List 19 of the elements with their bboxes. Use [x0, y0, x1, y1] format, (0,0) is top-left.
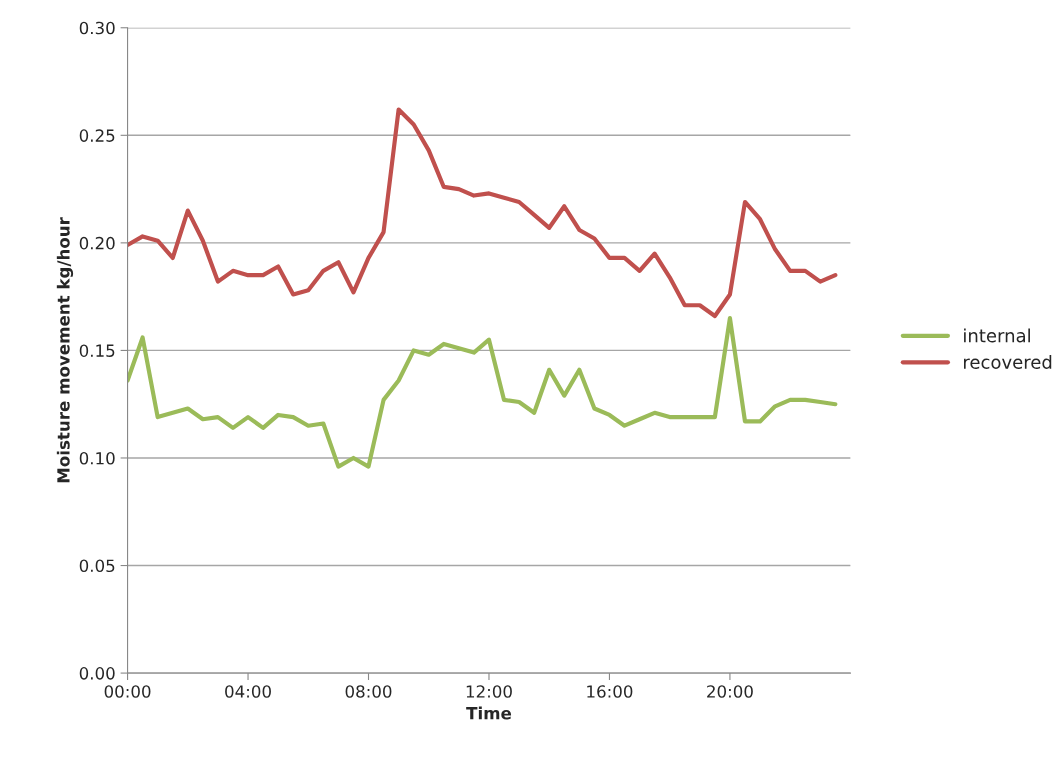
y-tick-label: 0.15	[79, 344, 115, 357]
x-tick-label: 04:00	[225, 685, 271, 698]
y-tick-label: 0.05	[79, 559, 115, 573]
y-tick-label: 0.30	[79, 21, 115, 35]
x-tick-label: 12:00	[466, 685, 512, 698]
legend-label: internal	[964, 328, 1030, 343]
x-tick-label: 00:00	[104, 685, 151, 698]
x-tick-label: 20:00	[707, 685, 753, 698]
legend-label: recovered	[964, 354, 1052, 369]
x-axis-title: Time	[466, 706, 512, 720]
x-tick-label: 08:00	[345, 685, 392, 698]
y-tick-label: 0.20	[79, 236, 115, 250]
y-tick-label: 0.25	[79, 129, 115, 142]
line-series	[127, 107, 838, 319]
y-tick-label: 0.00	[79, 667, 115, 680]
line-series	[127, 316, 838, 469]
x-tick-label: 16:00	[587, 685, 633, 698]
y-tick-label: 0.10	[79, 451, 115, 465]
y-axis-title: Moisture movement kg/hour	[56, 217, 74, 483]
